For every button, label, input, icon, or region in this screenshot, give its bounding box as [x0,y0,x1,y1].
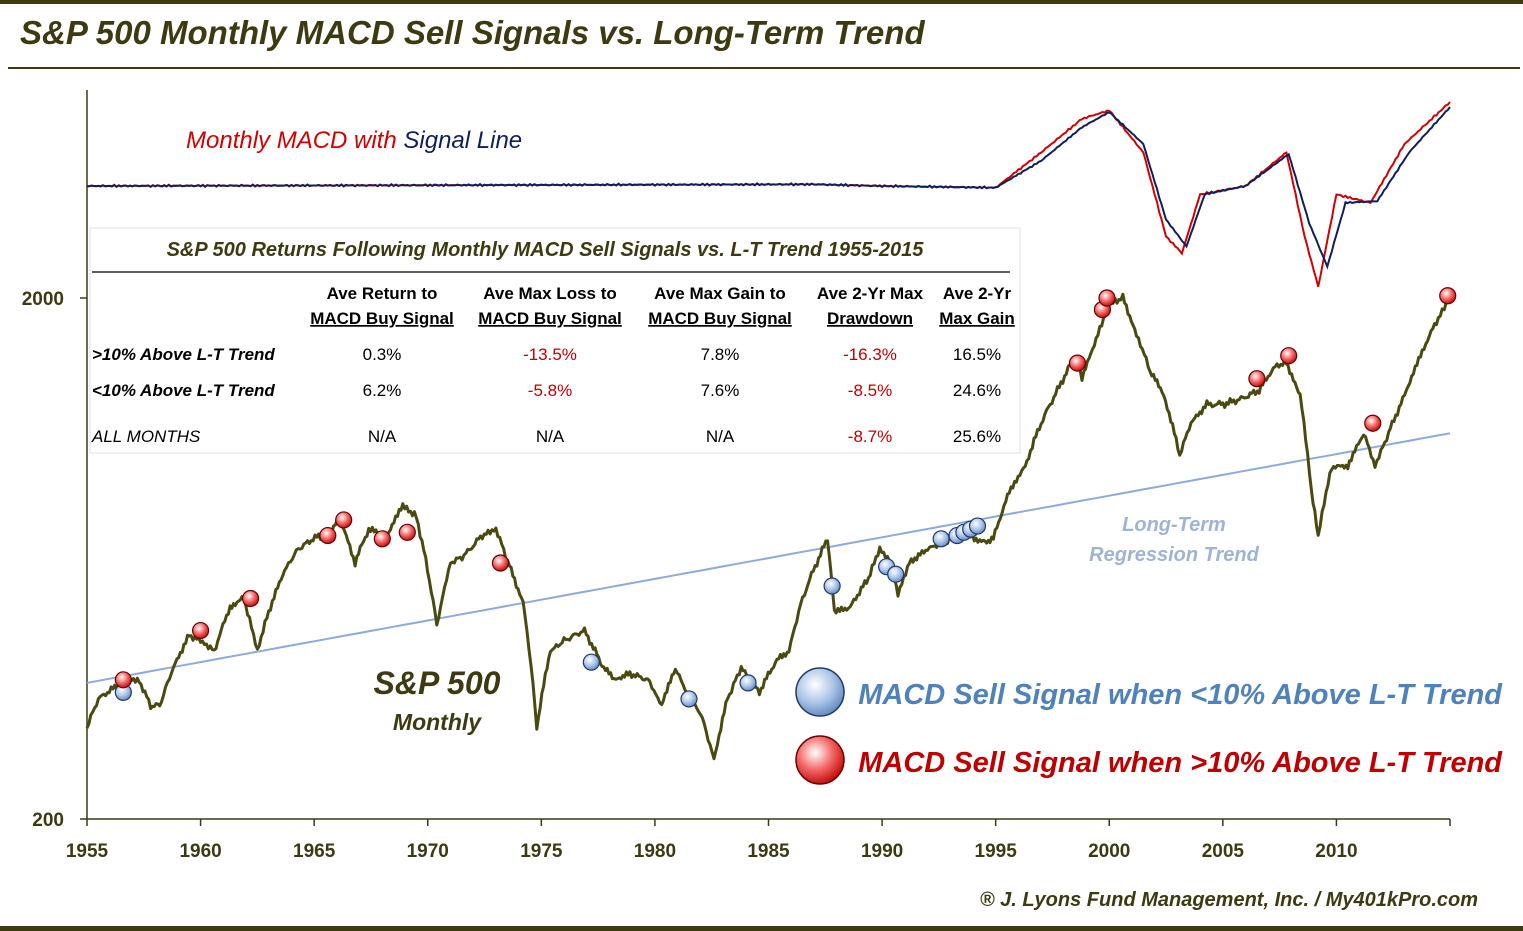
x-tick-label: 2010 [1315,841,1357,862]
table-title: S&P 500 Returns Following Monthly MACD S… [167,239,925,261]
red-signal-dot [241,589,260,608]
table-cell: N/A [536,427,565,446]
table-cell: 0.3% [363,345,402,364]
x-tick-label: 1970 [407,841,449,862]
red-signal-dot [1364,414,1382,432]
table-header-line2: Max Gain [939,309,1015,328]
x-tick-label: 1975 [520,841,563,862]
table-header-line2: MACD Buy Signal [648,309,792,328]
red-signal-dot [1280,347,1298,365]
table-cell: N/A [368,427,397,446]
signal-line [86,106,1451,270]
bottom-border [0,926,1523,931]
spx-sublabel: Monthly [393,709,482,735]
x-tick-label: 2005 [1202,841,1245,862]
top-border [0,0,1523,4]
table-cell: 6.2% [363,381,402,400]
trend-label-line2: Regression Trend [1089,544,1259,566]
table-header-line1: Ave Max Gain to [654,284,786,303]
x-tick-label: 1980 [634,841,676,862]
y-ticks: 2000 200 [22,289,87,831]
macd-label-part2: Signal Line [403,127,522,154]
spx-line [85,292,1452,761]
legend-red-text: MACD Sell Signal when >10% Above L-T Tre… [858,747,1503,779]
macd-label: Monthly MACD with Signal Line [186,127,522,154]
red-signal-dot [319,526,337,545]
trend-label-line1: Long-Term [1122,514,1226,536]
table-header-line1: Ave Max Loss to [483,284,617,303]
table-header-line1: Ave Return to [327,284,438,303]
legend-blue-dot [795,667,845,717]
red-signal-dot [1439,287,1457,305]
table-box [89,227,1021,454]
spx-label: S&P 500 [374,665,501,701]
y-tick-label: 200 [32,810,64,831]
table-cell: 25.6% [953,427,1001,446]
x-tick-label: 1965 [293,841,336,862]
spx-line-group [85,292,1452,761]
table-row-label: ALL MONTHS [91,427,201,446]
table-rows: >10% Above L-T Trend 0.3% -13.5% 7.8% -16.3%… [91,345,1001,446]
table-cell: -8.7% [848,427,892,446]
table-header-line1: Ave 2-Yr Max [817,284,924,303]
red-signal-dot [1098,289,1116,307]
macd-label-part1: Monthly MACD with [186,127,403,154]
returns-table: S&P 500 Returns Following Monthly MACD S… [89,227,1021,454]
red-signal-dot [1248,370,1266,388]
table-cell: 24.6% [953,381,1001,400]
table-cell: N/A [706,427,735,446]
trend-line-group [86,432,1451,684]
table-row-label: <10% Above L-T Trend [92,381,275,400]
red-signal-dot [491,554,510,572]
signal-dots [114,287,1457,708]
x-tick-label: 1990 [861,841,903,862]
title-rule [8,67,1520,69]
blue-signal-dot [582,653,600,671]
red-signal-dot [373,530,391,548]
table-row-label: >10% Above L-T Trend [92,345,275,364]
table-header-line2: Drawdown [827,309,913,328]
table-headers: Ave Return to MACD Buy Signal Ave Max Loss… [310,284,1015,328]
chart-title: S&P 500 Monthly MACD Sell Signals vs. Lo… [20,14,925,51]
blue-signal-dot [680,690,698,708]
table-cell: 7.8% [701,345,740,364]
credit-text: ® J. Lyons Fund Management, Inc. / My401… [980,889,1478,911]
legend-red-dot [795,735,845,785]
table-cell: 7.6% [701,381,740,400]
table-cell: 16.5% [953,345,1001,364]
x-tick-label: 2000 [1088,841,1130,862]
table-cell: -16.3% [843,345,897,364]
legend-blue-text: MACD Sell Signal when <10% Above L-T Tre… [858,679,1503,711]
blue-signal-dot [739,674,757,692]
blue-signal-dot [887,565,905,583]
red-signal-dot [398,523,416,541]
table-header-line2: MACD Buy Signal [478,309,622,328]
table-cell: -8.5% [848,381,892,400]
blue-signal-dot [968,517,987,535]
blue-signal-dot [823,577,841,595]
red-signal-dot [114,671,132,689]
table-header-line2: MACD Buy Signal [310,309,454,328]
table-header-line1: Ave 2-Yr [943,284,1012,303]
x-tick-label: 1960 [179,841,221,862]
x-tick-label: 1955 [66,841,109,862]
y-tick-label: 2000 [22,289,64,310]
table-cell: -13.5% [523,345,577,364]
x-tick-label: 1995 [975,841,1018,862]
macd-panel [86,101,1451,287]
x-tick-label: 1985 [747,841,790,862]
table-cell: -5.8% [528,381,572,400]
red-signal-dot [335,511,353,529]
x-ticks: 1955 1960 1965 1970 1975 1980 1985 1990 1995 2000… [66,819,1451,862]
trend-line [86,432,1451,684]
red-signal-dot [1068,354,1087,372]
blue-signal-dot [932,530,950,548]
red-signal-dot [191,621,210,640]
